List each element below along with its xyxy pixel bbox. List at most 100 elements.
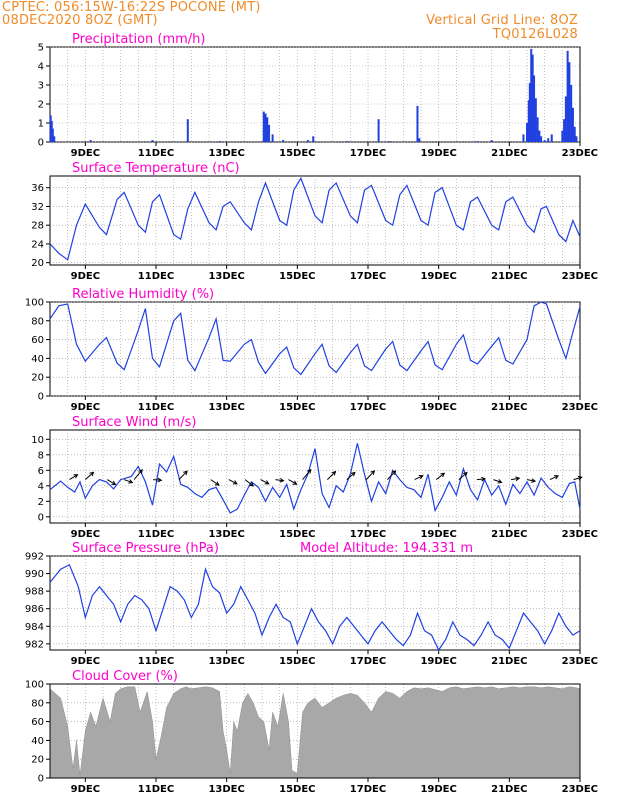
rh-xtick-label: 13DEC <box>208 402 244 413</box>
press-annotation: Model Altitude: 194.331 m <box>300 541 473 556</box>
precip-bar <box>264 113 267 142</box>
wind-arrow-shaft <box>288 479 297 485</box>
precip-xtick-label: 21DEC <box>491 148 527 159</box>
wind-arrow-shaft <box>260 479 269 485</box>
cloud-title: Cloud Cover (%) <box>72 669 178 684</box>
precip-bar <box>540 136 543 142</box>
precip-bar <box>306 140 309 142</box>
temp-xtick-label: 17DEC <box>350 271 386 282</box>
precip-frame <box>49 46 581 143</box>
wind-arrow-head <box>440 472 446 478</box>
precip-bar <box>377 119 380 142</box>
wind-arrow-shaft <box>414 475 423 481</box>
wind-arrow-head <box>214 481 220 486</box>
wind-arrow-shaft <box>387 470 396 480</box>
precip-bar <box>266 117 269 142</box>
press-ytick-label: 984 <box>25 622 44 633</box>
wind-arrow-shaft <box>365 470 375 480</box>
wind-arrow-shaft <box>511 477 520 481</box>
precip-bar <box>490 140 493 142</box>
precip-bar <box>543 140 546 142</box>
wind-arrow-shaft <box>493 479 502 483</box>
wind-xtick-label: 11DEC <box>138 529 174 540</box>
cloud-ytick-label: 80 <box>31 698 44 709</box>
wind-title: Surface Wind (m/s) <box>72 415 196 430</box>
precip-bar <box>564 96 567 142</box>
wind-arrow-shaft <box>210 479 220 486</box>
temp-ytick-label: 36 <box>31 183 44 194</box>
press-xtick-label: 13DEC <box>208 656 244 667</box>
rh-ytick-label: 20 <box>31 373 44 384</box>
precip-bar <box>262 111 265 142</box>
precip-bar <box>186 119 189 142</box>
press-series-line <box>49 563 581 652</box>
press-xtick-label: 19DEC <box>420 656 456 667</box>
precip-bar <box>534 98 537 142</box>
model-code: TQ0126L028 <box>492 27 578 42</box>
precip-bar <box>530 48 533 142</box>
cloud-xtick-label: 11DEC <box>138 784 174 795</box>
grid-note: Vertical Grid Line: 8OZ <box>426 13 578 28</box>
press-ytick-label: 986 <box>25 604 44 615</box>
wind-arrow-shaft <box>476 478 485 481</box>
press-ytick-label: 990 <box>25 569 44 580</box>
precip-bar <box>345 141 348 142</box>
precip-bar <box>566 50 569 142</box>
wind-xtick-label: 17DEC <box>350 529 386 540</box>
wind-arrow-head <box>249 482 254 487</box>
wind-ytick-label: 6 <box>38 466 44 477</box>
precip-bar <box>571 107 574 142</box>
wind-arrow-head <box>531 478 537 483</box>
precip-bar <box>528 83 531 142</box>
precip-bar <box>573 126 576 142</box>
wind-arrow-shaft <box>178 470 188 480</box>
wind-arrow-shaft <box>228 479 238 485</box>
wind-arrow-head <box>73 474 79 479</box>
wind-arrow-shaft <box>458 472 468 480</box>
precip-xtick-label: 17DEC <box>350 148 386 159</box>
precip-ytick-label: 5 <box>38 43 44 54</box>
wind-arrow-head <box>497 479 503 484</box>
wind-arrow-head <box>481 476 486 482</box>
precip-bar <box>282 140 285 142</box>
cloud-area <box>49 686 581 779</box>
rh-ytick-label: 40 <box>31 354 44 365</box>
precip-xtick-label: 15DEC <box>279 148 315 159</box>
precip-bar <box>547 138 550 142</box>
wind-arrow-shaft <box>435 472 445 480</box>
temp-ytick-label: 28 <box>31 221 44 232</box>
cloud-ytick-label: 0 <box>38 774 44 785</box>
rh-xtick-label: 17DEC <box>350 402 386 413</box>
wind-arrow-shaft <box>69 474 78 481</box>
press-xtick-label: 21DEC <box>491 656 527 667</box>
press-xtick-label: 23DEC <box>562 656 598 667</box>
press-ytick-label: 992 <box>25 552 44 563</box>
wind-series-line <box>49 443 581 514</box>
rh-ytick-label: 0 <box>38 392 44 403</box>
wind-arrow-shaft <box>106 479 116 485</box>
wind-arrow-shaft <box>327 471 336 480</box>
press-xtick-label: 15DEC <box>279 656 315 667</box>
precip-xtick-label: 13DEC <box>208 148 244 159</box>
temp-ytick-label: 20 <box>31 258 44 269</box>
wind-arrow-head <box>292 480 298 485</box>
rh-xtick-label: 15DEC <box>279 402 315 413</box>
precip-bar <box>416 105 419 142</box>
temp-series-line <box>49 176 581 261</box>
wind-xtick-label: 19DEC <box>420 529 456 540</box>
station-header: CPTEC: 056:15W-16:22S POCONE (MT) <box>2 0 261 15</box>
cloud-ytick-label: 100 <box>25 680 44 691</box>
wind-arrow-head <box>391 470 397 476</box>
rh-xtick-label: 23DEC <box>562 402 598 413</box>
precip-bar <box>271 134 274 142</box>
cloud-xtick-label: 23DEC <box>562 784 598 795</box>
precip-bar <box>51 128 54 142</box>
wind-arrow-head <box>515 476 521 482</box>
temp-ytick-label: 24 <box>31 239 44 250</box>
precip-bar <box>536 117 539 142</box>
temp-xtick-label: 11DEC <box>138 271 174 282</box>
precip-bar <box>151 140 154 142</box>
cloud-ytick-label: 40 <box>31 736 44 747</box>
wind-xtick-label: 15DEC <box>279 529 315 540</box>
wind-arrow-head <box>89 471 95 477</box>
